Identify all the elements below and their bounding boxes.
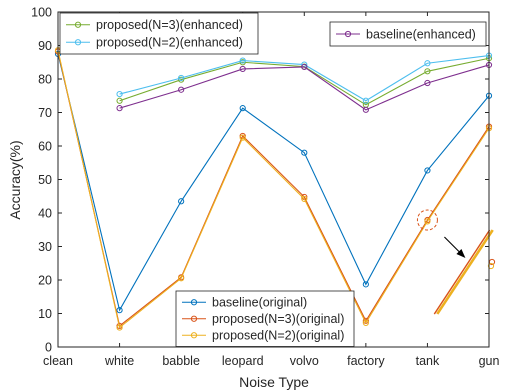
annotation-layer (416, 209, 466, 259)
legend-swatch-marker (344, 30, 352, 38)
legend-entry-label: baseline(original) (212, 296, 307, 310)
y-tick-label: 60 (38, 140, 52, 154)
inset-zoom-line (436, 229, 494, 315)
x-tick-label: tank (416, 354, 440, 368)
y-tick-label: 50 (38, 173, 52, 187)
y-axis-title: Accuracy(%) (7, 140, 23, 219)
x-tick-label: leopard (222, 354, 264, 368)
data-point (239, 57, 246, 64)
series-line (57, 51, 490, 327)
inset-zoom-layer (433, 229, 496, 315)
series-line (57, 50, 490, 329)
x-axis-title: Noise Type (239, 374, 309, 390)
x-tick-label: gun (479, 354, 500, 368)
series-line (119, 64, 490, 111)
series-proposed-n-2-original- (54, 47, 493, 331)
y-tick-label: 40 (38, 207, 52, 221)
legend-top-right: baseline(enhanced) (329, 21, 487, 47)
data-point (178, 86, 185, 93)
zoom-highlight-circle (416, 209, 438, 231)
legend-swatch-marker (74, 39, 82, 46)
y-tick-label: 80 (38, 73, 52, 87)
y-tick-label: 30 (38, 240, 52, 254)
data-point (301, 63, 308, 71)
data-point (239, 65, 246, 73)
legend-bottom-center: baseline(original) proposed(N=3)(original… (175, 290, 355, 347)
series-line (57, 53, 490, 312)
series-layer (54, 47, 493, 331)
zoom-arrow-head (456, 249, 466, 259)
legend-box (59, 12, 259, 55)
x-tick-label: clean (43, 354, 73, 368)
x-tick-label: babble (162, 354, 200, 368)
x-tick-label: volvo (290, 354, 319, 368)
series-proposed-n-2-enhanced- (116, 52, 493, 104)
series-baseline-original- (54, 50, 493, 314)
data-point (362, 106, 369, 113)
y-tick-label: 100 (31, 6, 52, 20)
data-point (362, 281, 369, 288)
series-proposed-n-3-original- (54, 48, 493, 329)
data-point (424, 60, 431, 67)
data-point (424, 79, 431, 87)
data-point (239, 105, 246, 112)
legend-entry-label: proposed(N=3)(enhanced) (96, 18, 243, 32)
data-point (178, 198, 185, 205)
x-tick-label: factory (347, 354, 385, 368)
series-proposed-n-3-enhanced- (116, 55, 493, 108)
y-tick-label: 0 (45, 341, 52, 355)
data-point (116, 307, 123, 314)
data-point (301, 149, 308, 156)
legend-swatch-marker (190, 299, 198, 306)
data-point (362, 319, 369, 326)
data-point (424, 167, 431, 174)
legend-entry-label: proposed(N=2)(original) (212, 329, 344, 343)
legend-layer: proposed(N=3)(enhanced) proposed(N=2)(enh… (59, 12, 487, 347)
data-point (178, 275, 185, 282)
legend-entry-label: baseline(enhanced) (366, 27, 476, 41)
legend-swatch-marker (74, 21, 82, 28)
x-tick-label: white (104, 354, 134, 368)
data-point (116, 105, 123, 112)
legend-swatch-marker (190, 332, 198, 339)
data-point (116, 324, 123, 331)
inset-data-point (487, 262, 495, 270)
y-tick-label: 20 (38, 274, 52, 288)
inset-zoom-line (433, 229, 491, 315)
zoom-arrow-shaft (444, 236, 462, 255)
y-tick-label: 90 (38, 39, 52, 53)
legend-top-left: proposed(N=3)(enhanced) proposed(N=2)(enh… (59, 12, 259, 55)
data-point (116, 97, 123, 104)
data-point (424, 218, 431, 225)
data-point (362, 97, 369, 104)
data-point (239, 134, 246, 141)
y-tick-label: 70 (38, 106, 52, 120)
legend-swatch-marker (190, 315, 198, 322)
data-point (178, 74, 185, 82)
legend-entry-label: proposed(N=2)(enhanced) (96, 36, 243, 50)
data-point (301, 195, 308, 203)
data-point (424, 68, 431, 75)
y-tick-label: 10 (38, 307, 52, 321)
data-point (116, 90, 123, 98)
legend-entry-label: proposed(N=3)(original) (212, 312, 344, 326)
